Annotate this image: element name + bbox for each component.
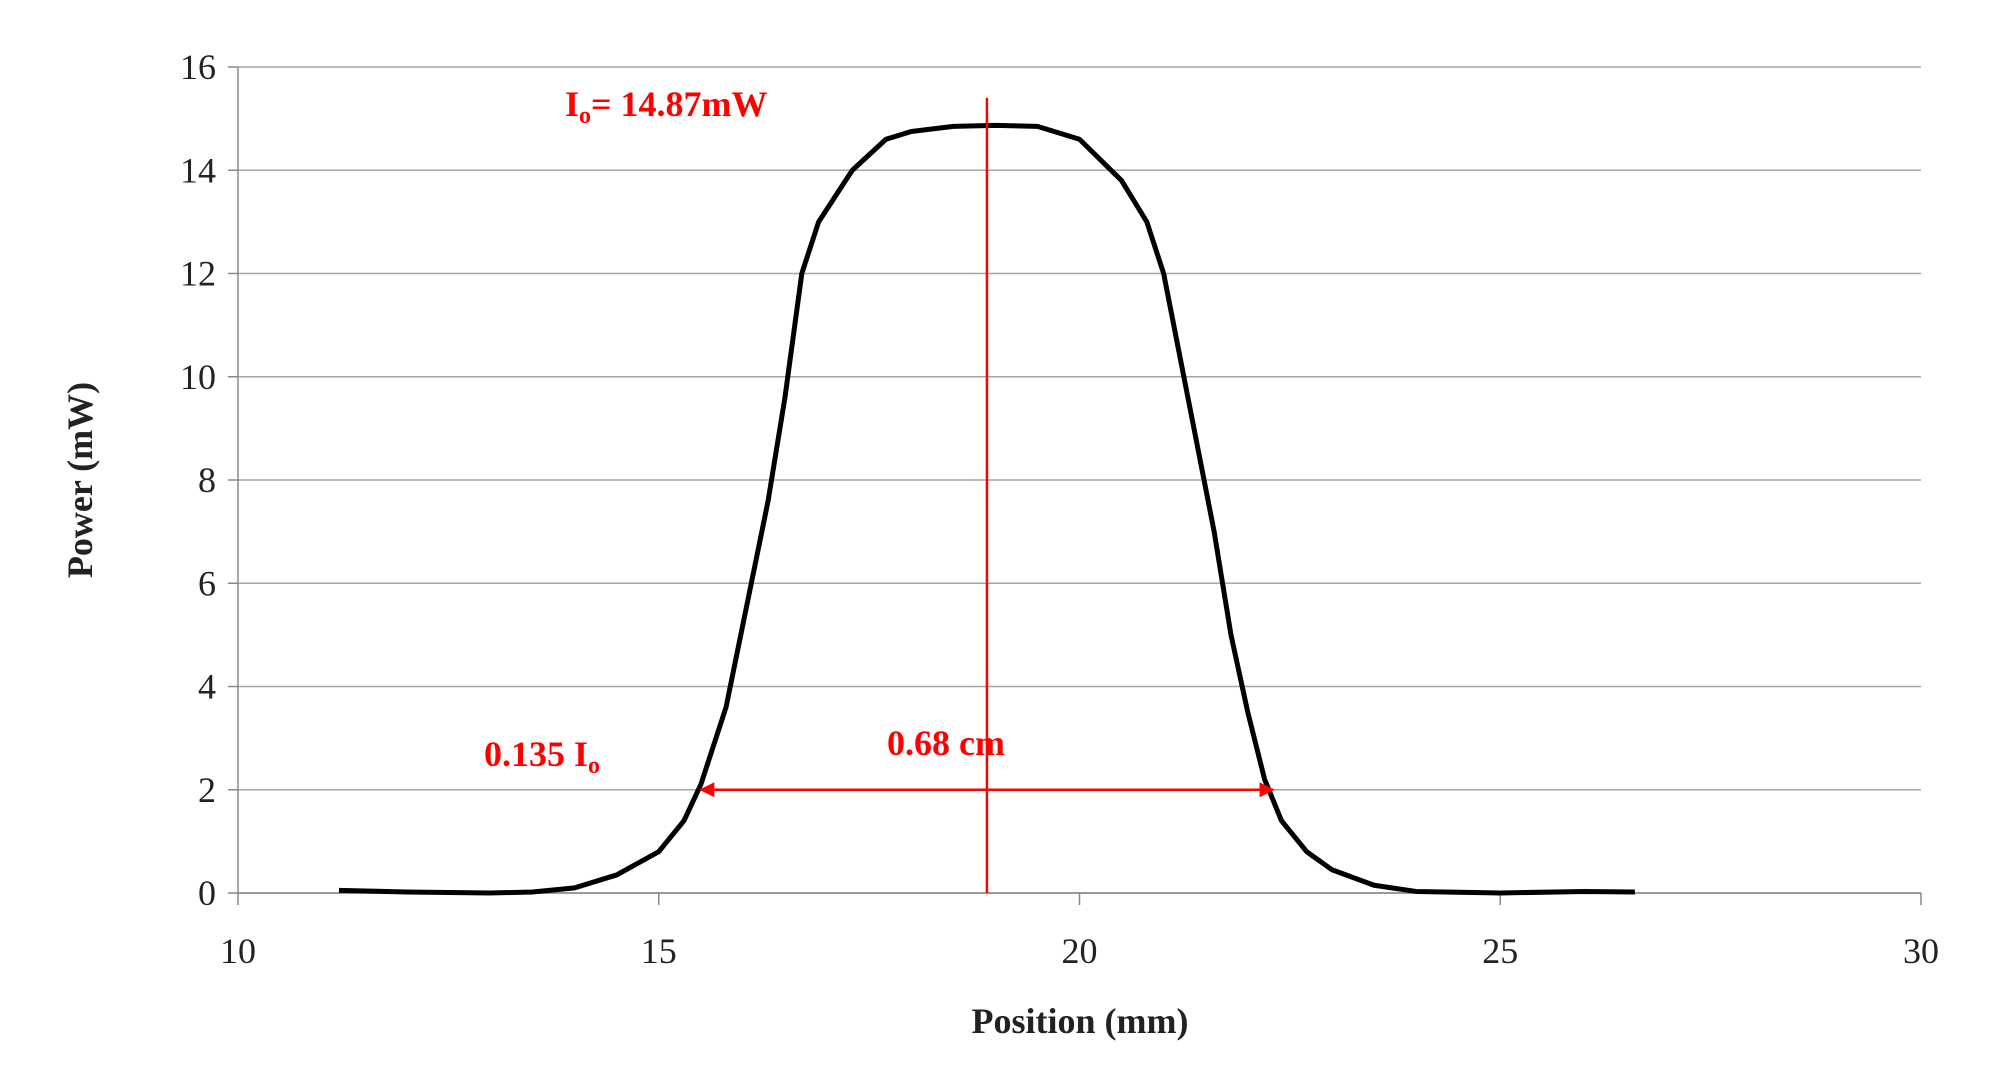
x-tick-label: 10	[220, 931, 256, 971]
data-line	[338, 122, 1635, 896]
x-tick-label: 20	[1062, 931, 1098, 971]
annotation-part: 0.135 I	[484, 734, 588, 774]
y-tick-label: 4	[198, 667, 216, 707]
x-axis-title: Position (mm)	[972, 1001, 1189, 1041]
annotation: 0.68 cm	[887, 723, 1005, 763]
y-tick-label: 2	[198, 770, 216, 810]
annotation-part: = 14.87mW	[591, 84, 768, 124]
annotation: Io= 14.87mW	[565, 84, 768, 129]
y-axis-title: Power (mW)	[60, 382, 100, 578]
y-tick-label: 10	[180, 357, 216, 397]
annotation-part: o	[579, 103, 591, 129]
x-tick-label: 15	[641, 931, 677, 971]
y-tick-label: 16	[180, 47, 216, 87]
annotation-part: 0.68 cm	[887, 723, 1005, 763]
x-tick-label: 25	[1482, 931, 1518, 971]
y-tick-label: 6	[198, 563, 216, 603]
y-tick-label: 8	[198, 460, 216, 500]
annotation-part: I	[565, 84, 579, 124]
y-tick-label: 12	[180, 254, 216, 294]
annotation: 0.135 Io	[484, 734, 600, 779]
x-tick-label: 30	[1903, 931, 1939, 971]
annotation-part: o	[588, 753, 600, 779]
y-tick-label: 14	[180, 150, 216, 190]
y-tick-label: 0	[198, 873, 216, 913]
